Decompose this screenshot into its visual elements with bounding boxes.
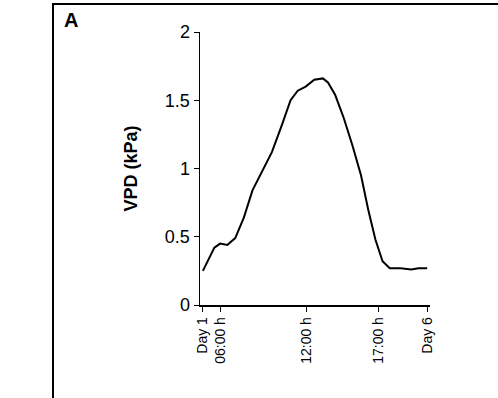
- svg-text:0.5: 0.5: [165, 227, 190, 247]
- svg-text:VPD (kPa): VPD (kPa): [121, 125, 141, 211]
- svg-text:Day 1: Day 1: [194, 317, 210, 354]
- svg-text:12:00 h: 12:00 h: [298, 317, 314, 364]
- svg-text:06:00 h: 06:00 h: [212, 317, 228, 364]
- svg-text:Day 6: Day 6: [419, 317, 435, 354]
- svg-text:2: 2: [180, 22, 190, 42]
- svg-text:A: A: [64, 9, 78, 31]
- svg-text:17:00 h: 17:00 h: [370, 317, 386, 364]
- svg-text:1.5: 1.5: [165, 91, 190, 111]
- svg-text:0: 0: [180, 295, 190, 315]
- svg-text:1: 1: [180, 159, 190, 179]
